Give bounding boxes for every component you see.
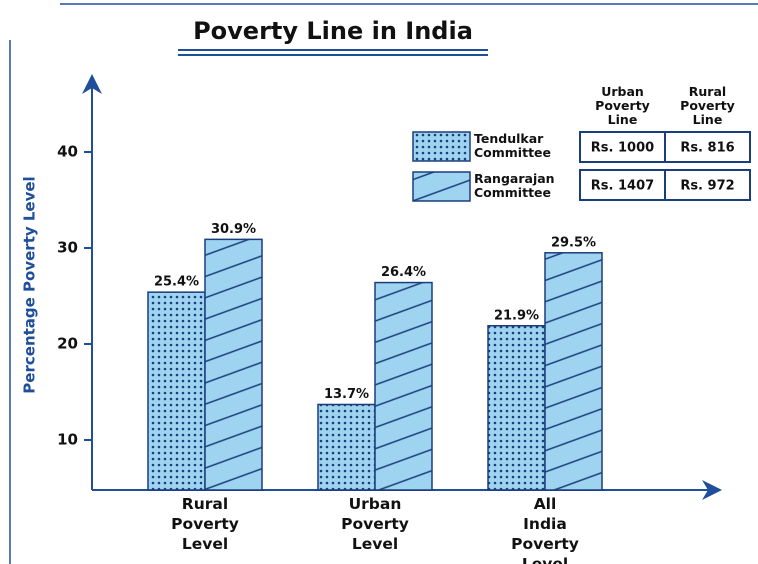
y-tick-label: 20 — [57, 335, 78, 353]
y-tick-label: 30 — [57, 239, 78, 257]
legend-swatch — [412, 171, 471, 202]
x-tick-label: Urban Poverty Level — [341, 495, 409, 553]
data-label: 21.9% — [494, 308, 539, 323]
data-label: 25.4% — [154, 275, 199, 290]
bar — [487, 325, 546, 491]
bar — [374, 281, 433, 491]
legend-label: Tendulkar Committee — [474, 131, 551, 160]
data-label: 30.9% — [211, 222, 256, 237]
data-label: 29.5% — [551, 235, 596, 250]
table-cell-text: Rs. 972 — [680, 179, 734, 194]
bar — [544, 252, 603, 491]
table-header: Urban Poverty Line — [595, 84, 650, 127]
chart-title: Poverty Line in India — [193, 17, 473, 45]
legend-swatch — [412, 131, 471, 162]
legend-label: Rangarajan Committee — [474, 171, 555, 200]
y-axis-label: Percentage Poverty Level — [21, 176, 39, 393]
table-cell — [579, 169, 666, 201]
table-cell — [664, 169, 751, 201]
table-header: Rural Poverty Line — [680, 84, 735, 127]
table-cell — [664, 131, 751, 163]
x-tick-label: Rural Poverty Level — [171, 495, 239, 553]
table-cell-text: Rs. 1000 — [591, 141, 654, 156]
data-label: 26.4% — [381, 265, 426, 280]
bar — [147, 291, 206, 491]
data-label: 13.7% — [324, 387, 369, 402]
x-tick-label: All India Poverty Level — [511, 495, 579, 564]
y-tick-label: 10 — [57, 431, 78, 449]
table-cell-text: Rs. 1407 — [591, 179, 654, 194]
bar — [204, 238, 263, 491]
table-cell-text: Rs. 816 — [680, 141, 734, 156]
bar — [317, 403, 376, 491]
y-tick-label: 40 — [57, 143, 78, 161]
